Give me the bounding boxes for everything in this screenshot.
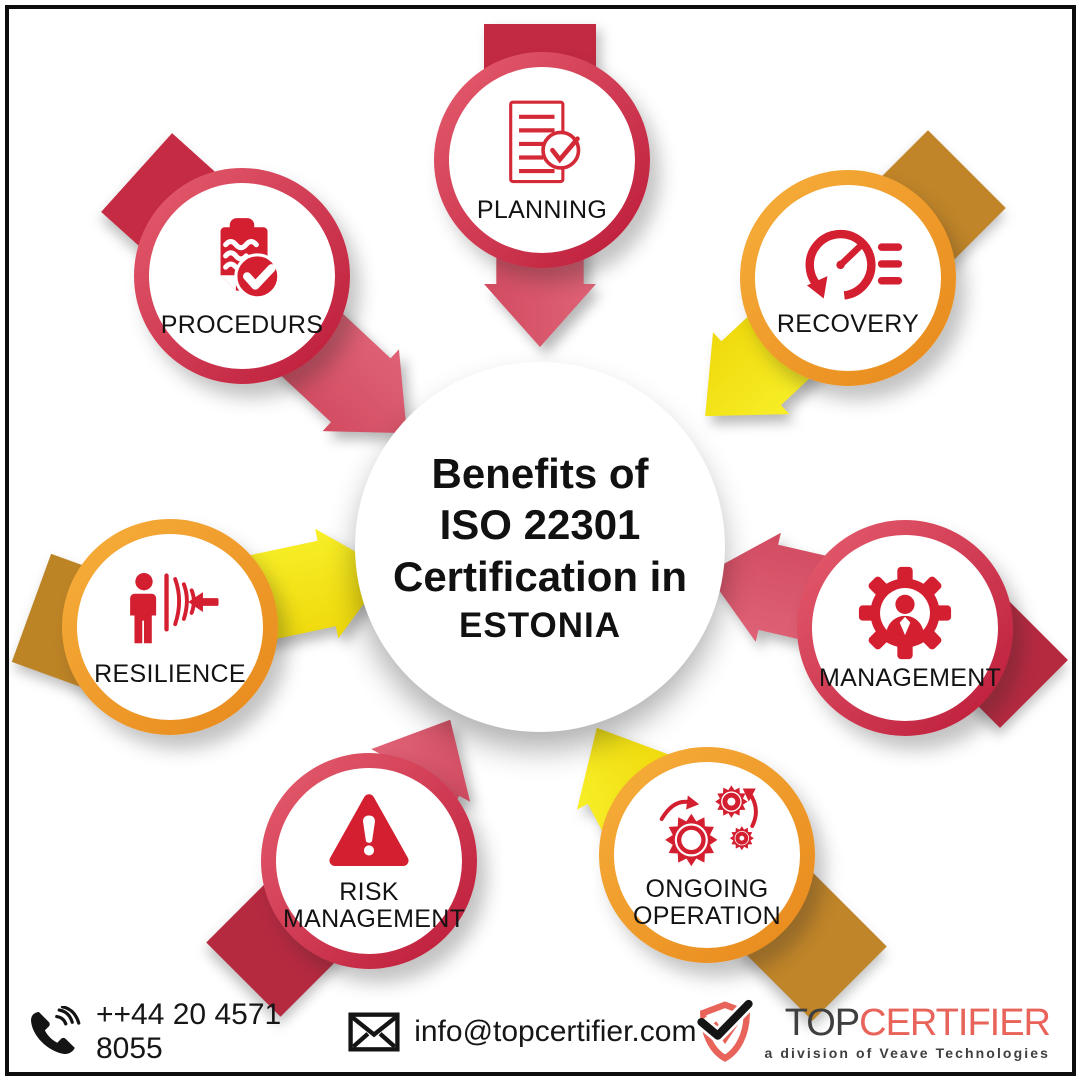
brand-top: TOP <box>784 1001 860 1044</box>
node-circle: RECOVERY <box>740 170 956 386</box>
node-circle: MANAGEMENT <box>797 520 1013 736</box>
node-label: PROCEDURS <box>160 310 324 339</box>
topcertifier-logo: TOPCERTIFIER a division of Veave Technol… <box>696 999 1051 1065</box>
node-label: RESILIENCE <box>94 659 246 688</box>
brand-name: TOPCERTIFIER <box>784 1001 1051 1044</box>
speedometer-icon <box>805 229 903 300</box>
title-line-1: Benefits of <box>431 450 649 498</box>
node-circle: PROCEDURS <box>134 168 350 384</box>
shield-check-icon <box>697 999 754 1062</box>
title-line-3: Certification in <box>392 552 688 600</box>
title-line-4: ESTONIA <box>459 605 621 645</box>
node-circle: RISK MANAGEMENT <box>261 753 477 969</box>
title-line-2: ISO 22301 <box>439 501 641 549</box>
phone-icon <box>31 1006 81 1055</box>
node-label: RISK MANAGEMENT <box>283 878 466 933</box>
phone-number: ++44 20 4571 8055 <box>96 998 282 1065</box>
brand-certifier: CERTIFIER <box>859 1001 1051 1044</box>
node-circle: ONGOING OPERATION <box>599 747 815 963</box>
gears-icon <box>659 785 758 867</box>
node-label: PLANNING <box>476 195 608 224</box>
node-label: ONGOING OPERATION <box>632 875 782 930</box>
email-address: info@topcertifier.com <box>414 1015 697 1048</box>
email-icon <box>348 1012 400 1052</box>
document-check-icon <box>509 100 581 183</box>
brand-tagline: a division of Veave Technologies <box>764 1044 1050 1061</box>
node-label: RECOVERY <box>776 309 920 338</box>
phone-group: ++44 20 4571 8055 <box>30 998 292 1066</box>
center-title-circle: Benefits of ISO 22301 Certification in E… <box>355 362 725 732</box>
warning-triangle-icon <box>329 794 409 867</box>
logo-text: TOPCERTIFIER a division of Veave Technol… <box>764 1001 1051 1061</box>
footer: ++44 20 4571 8055 info@topcertifier.com … <box>30 996 1052 1068</box>
node-circle: PLANNING <box>434 52 650 268</box>
node-label: MANAGEMENT <box>819 663 1002 692</box>
gear-person-icon <box>858 566 952 659</box>
person-impact-icon <box>130 572 219 643</box>
email-group: info@topcertifier.com <box>348 1010 696 1054</box>
node-circle: RESILIENCE <box>62 519 278 735</box>
clipboard-check-icon <box>220 217 281 299</box>
